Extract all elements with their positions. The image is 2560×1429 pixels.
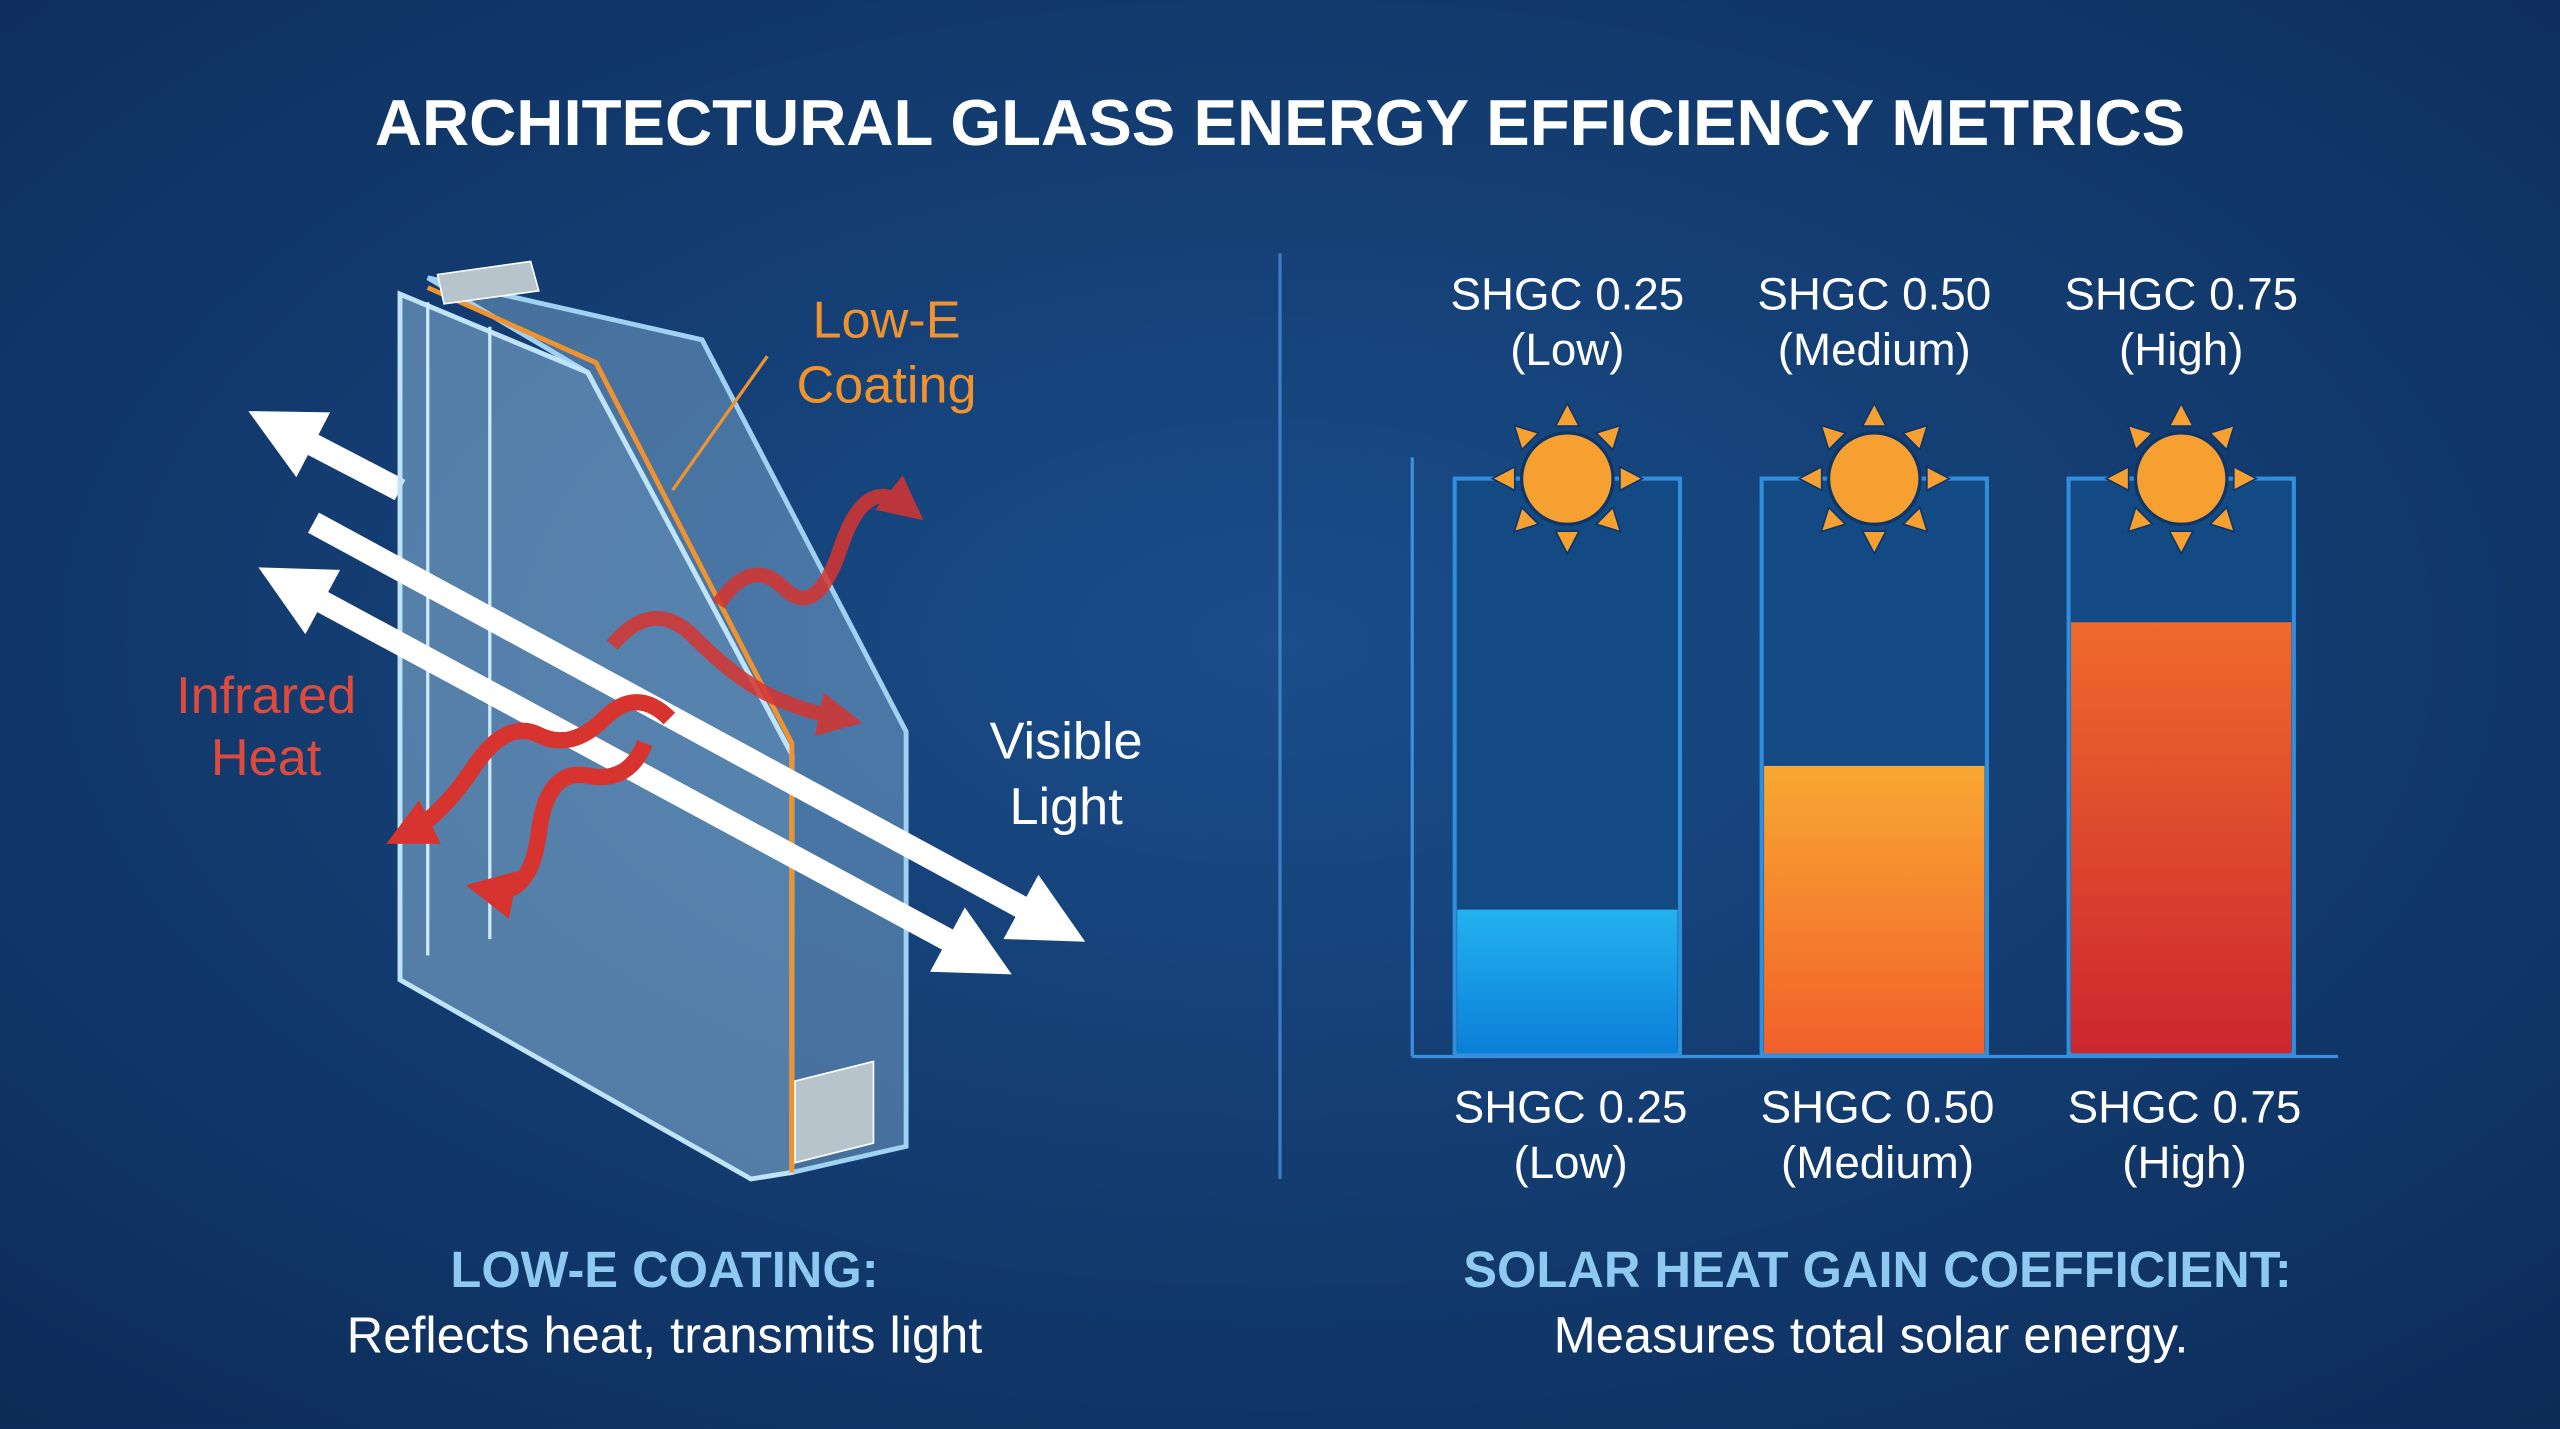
spacer (794, 1060, 875, 1164)
sun-ray (2208, 424, 2236, 452)
sun-ray (2168, 530, 2195, 556)
coating-label: Coating (797, 357, 977, 415)
sun-ray (1513, 505, 1540, 533)
sun-ray (1819, 505, 1847, 533)
bottom-label: (Medium) (1781, 1137, 1974, 1188)
sun-ray (1554, 401, 1581, 427)
sun (1826, 431, 1922, 526)
coating-label: Low-E (812, 291, 960, 349)
heat-arrow (465, 739, 653, 919)
sun-ray (1554, 530, 1581, 556)
sun-ray (1901, 505, 1929, 533)
caption-text: Measures total solar energy. (1554, 1306, 2189, 1363)
sun-ray (2126, 505, 2154, 533)
caption-title: LOW-E COATING: (450, 1241, 878, 1298)
sun-ray (2208, 505, 2236, 533)
sun-ray (1861, 401, 1888, 427)
sun (1520, 431, 1615, 526)
sun (2133, 431, 2229, 526)
sun-ray (1490, 465, 1516, 492)
top-label: (High) (2119, 324, 2243, 375)
sun-ray (2104, 465, 2130, 492)
top-label: SHGC 0.50 (1757, 268, 1991, 319)
top-label: (Medium) (1778, 324, 1971, 375)
sun-ray (2168, 401, 2195, 427)
sun-ray (1819, 424, 1847, 452)
bottom-label: (Low) (1513, 1137, 1627, 1188)
sun-ray (1513, 424, 1540, 452)
bottom-label: SHGC 0.50 (1761, 1081, 1995, 1132)
top-label: SHGC 0.25 (1450, 268, 1684, 319)
spacer (436, 260, 540, 305)
infrared-label: Infrared (176, 667, 356, 725)
bottom-label: (High) (2122, 1137, 2246, 1188)
bar-group: SHGC 0.25(Low)SHGC 0.25(Low)SHGC 0.50(Me… (1450, 268, 2301, 1188)
sun-ray (1619, 465, 1645, 492)
sun-ray (1901, 424, 1929, 452)
sun-ray (1861, 530, 1888, 556)
heat-arrow (606, 611, 863, 736)
bottom-label: SHGC 0.25 (1454, 1081, 1688, 1132)
heat-arrow (386, 694, 676, 844)
bar (1764, 765, 1985, 1054)
title: ARCHITECTURAL GLASS ENERGY EFFICIENCY ME… (375, 86, 2185, 159)
sun-ray (1594, 424, 1622, 452)
glass-illustration (248, 260, 1086, 1182)
bar (2071, 622, 2292, 1054)
sun-ray (1797, 465, 1823, 492)
top-label: (Low) (1510, 324, 1624, 375)
visible-label: Light (1009, 778, 1123, 836)
bar (1457, 909, 1678, 1054)
top-label: SHGC 0.75 (2064, 268, 2298, 319)
caption-title: SOLAR HEAT GAIN COEFFICIENT: (1463, 1241, 2291, 1298)
visible-label: Visible (990, 713, 1143, 771)
leader-line (671, 355, 769, 491)
caption-text: Reflects heat, transmits light (347, 1306, 983, 1363)
bottom-label: SHGC 0.75 (2068, 1081, 2302, 1132)
light-arrow (248, 411, 406, 501)
sun-ray (2232, 465, 2259, 492)
infrared-label: Heat (211, 729, 322, 787)
sun-ray (1926, 465, 1952, 492)
heat-arrow (712, 475, 924, 609)
sun-ray (2126, 424, 2154, 452)
sun-ray (1594, 505, 1622, 533)
